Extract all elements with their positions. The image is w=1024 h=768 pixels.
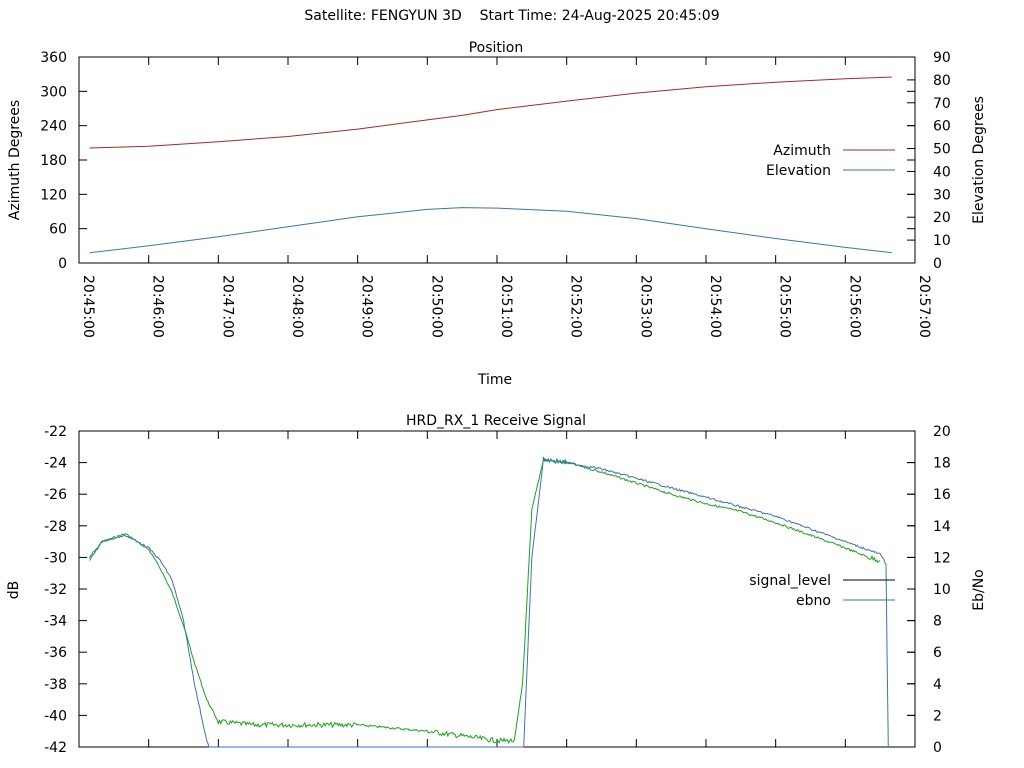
legend-label: Azimuth	[773, 143, 831, 159]
y2-tick-label: 16	[933, 487, 951, 503]
signal-chart-title: HRD_RX_1 Receive Signal	[406, 413, 586, 429]
x-tick-label: 20:55:00	[777, 275, 793, 338]
Azimuth-line	[89, 76, 892, 149]
position-y-axis: 0 60 120 180 240 300 360	[40, 50, 915, 272]
legend-label: ebno	[796, 593, 831, 609]
y-tick-label: 60	[49, 222, 67, 238]
x-tick-label: 20:52:00	[568, 275, 584, 338]
y-tick-label: 0	[58, 256, 67, 272]
x-tick-label: 20:51:00	[498, 275, 514, 338]
y-tick-label: -22	[44, 424, 67, 440]
y-tick-label: 300	[40, 84, 67, 100]
y-tick-label: 120	[40, 187, 67, 203]
Elevation-line	[89, 207, 892, 254]
y2-tick-label: 20	[933, 210, 951, 226]
legend-label: signal_level	[749, 573, 831, 589]
y2-tick-label: 90	[933, 50, 951, 66]
y-tick-label: -42	[44, 740, 67, 756]
y2-tick-label: 80	[933, 73, 951, 89]
signal-series	[89, 456, 889, 748]
y-tick-label: 180	[40, 153, 67, 169]
y-tick-label: -40	[44, 708, 67, 724]
signal-x-axis	[78, 431, 916, 747]
position-legend: Azimuth Elevation	[766, 143, 895, 179]
y-tick-label: -34	[44, 614, 67, 630]
signal-y2-axis: 0 2 4 6 8 10 12 14 16 18 20	[907, 424, 951, 756]
x-tick-label: 20:50:00	[428, 275, 444, 338]
y-tick-label: -24	[44, 456, 67, 472]
signal-y2-axis-label: Eb/No	[971, 569, 987, 611]
x-tick-label: 20:53:00	[637, 275, 653, 338]
signal-chart: HRD_RX_1 Receive Signal -42 -40 -38 -36 -34 -…	[6, 413, 987, 756]
position-plot-frame	[78, 56, 916, 264]
y-tick-label: -26	[44, 487, 67, 503]
x-tick-label: 20:46:00	[150, 275, 166, 338]
y2-tick-label: 70	[933, 96, 951, 112]
y2-tick-label: 60	[933, 119, 951, 135]
position-y2-axis-label: Elevation Degrees	[971, 96, 987, 224]
signal_level-line	[89, 458, 881, 744]
y2-tick-label: 50	[933, 142, 951, 158]
ebno-line	[89, 456, 889, 748]
position-series	[89, 76, 892, 254]
position-y2-axis: 0 10 20 30 40 50 60 70 80 90	[907, 50, 951, 272]
y2-tick-label: 6	[933, 645, 942, 661]
y2-tick-label: 18	[933, 456, 951, 472]
y2-tick-label: 40	[933, 164, 951, 180]
y-tick-label: -28	[44, 519, 67, 535]
y-tick-label: 240	[40, 119, 67, 135]
x-tick-label: 20:47:00	[219, 275, 235, 338]
y2-tick-label: 10	[933, 233, 951, 249]
signal-y-axis-label: dB	[6, 581, 22, 600]
y-tick-label: 360	[40, 50, 67, 66]
y2-tick-label: 0	[933, 740, 942, 756]
x-tick-label: 20:45:00	[80, 275, 96, 338]
position-x-axis-label: Time	[477, 372, 512, 388]
y2-tick-label: 14	[933, 519, 951, 535]
signal-plot-frame	[78, 430, 916, 748]
y2-tick-label: 12	[933, 550, 951, 566]
x-tick-label: 20:48:00	[289, 275, 305, 338]
position-y-axis-label: Azimuth Degrees	[7, 100, 23, 220]
y2-tick-label: 8	[933, 614, 942, 630]
y2-tick-label: 4	[933, 677, 942, 693]
page-title: Satellite: FENGYUN 3D Start Time: 24-Aug…	[304, 8, 720, 24]
y-tick-label: -38	[44, 677, 67, 693]
y2-tick-label: 20	[933, 424, 951, 440]
y2-tick-label: 2	[933, 708, 942, 724]
y-tick-label: -30	[44, 550, 67, 566]
y2-tick-label: 30	[933, 187, 951, 203]
y-tick-label: -36	[44, 645, 67, 661]
position-chart: Position 0 60 120 180 240 300 360 0 10 20 30 40 50 6…	[7, 40, 987, 388]
y-tick-label: -32	[44, 582, 67, 598]
y2-tick-label: 10	[933, 582, 951, 598]
x-tick-label: 20:57:00	[916, 275, 932, 338]
x-tick-label: 20:54:00	[707, 275, 723, 338]
x-tick-label: 20:49:00	[359, 275, 375, 338]
legend-label: Elevation	[766, 163, 831, 179]
y2-tick-label: 0	[933, 256, 942, 272]
x-tick-label: 20:56:00	[846, 275, 862, 338]
position-chart-title: Position	[469, 40, 524, 56]
position-x-axis: 20:45:00 20:46:00 20:47:00 20:48:00 20:49:00…	[78, 57, 932, 338]
